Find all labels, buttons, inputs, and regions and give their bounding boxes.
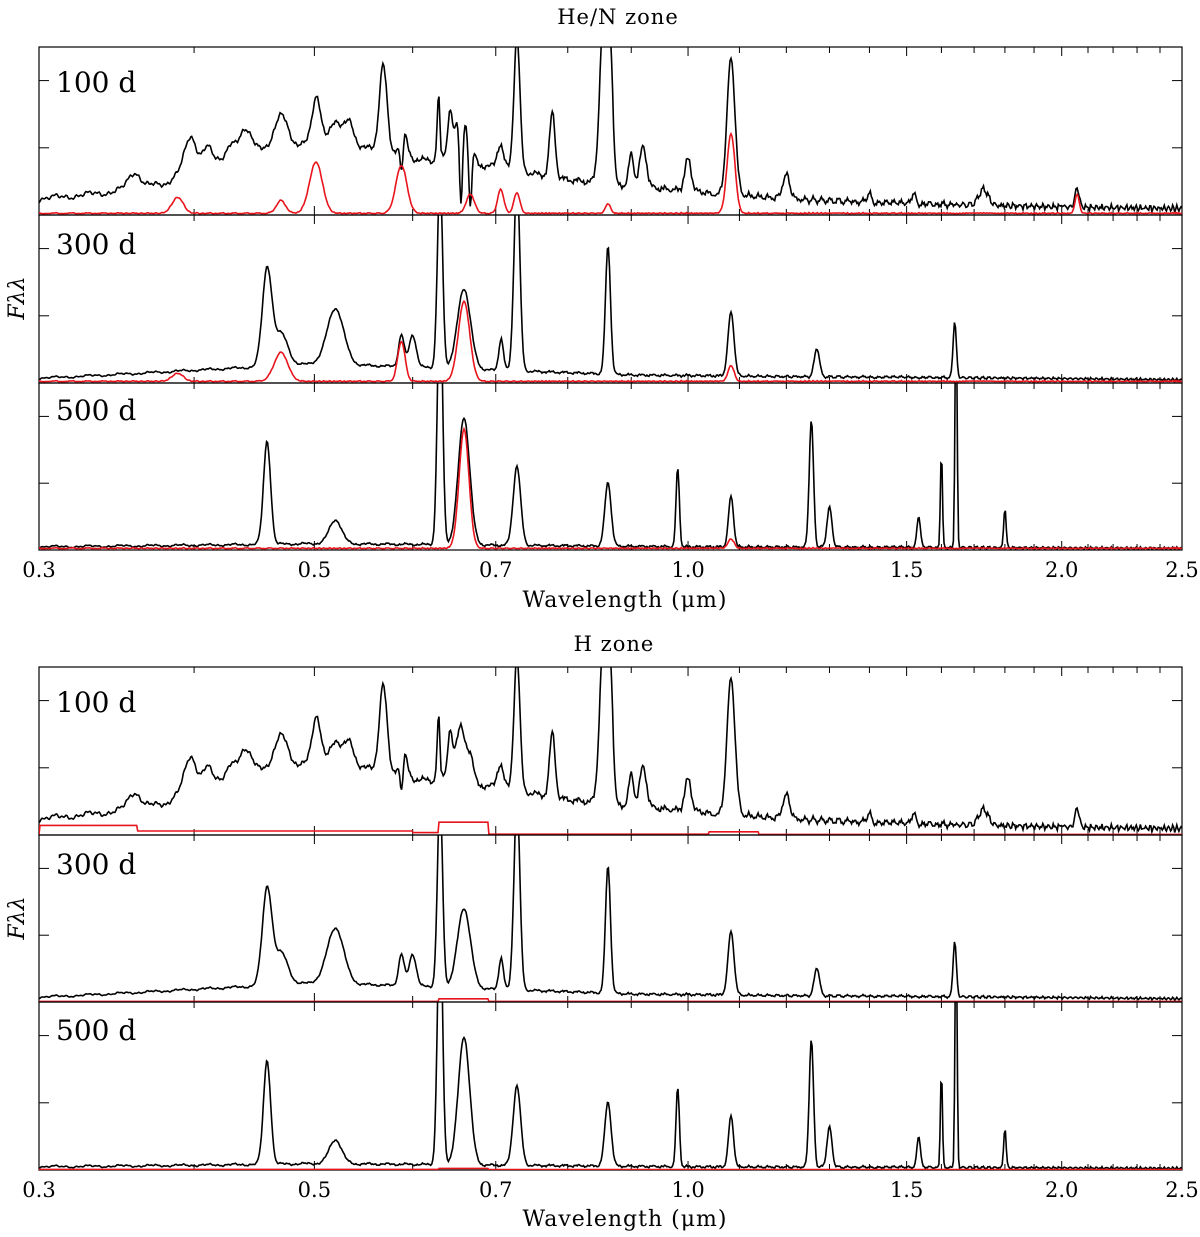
panel-label: 100 d (56, 66, 136, 99)
x-tick-label: 2.5 (1165, 558, 1198, 582)
x-axis-label: Wavelength (μm) (523, 1207, 728, 1232)
panel-h-500d: 500 d (38, 1001, 1183, 1171)
panel-label: 100 d (56, 686, 136, 719)
x-axis-label: Wavelength (μm) (523, 588, 728, 613)
x-tick-label: 1.5 (890, 558, 923, 582)
series-total-spectrum (39, 667, 1182, 835)
series-zone-contribution (39, 1167, 1182, 1170)
panel-label: 500 d (56, 394, 136, 427)
panel-label: 300 d (56, 848, 136, 881)
chart-he-n-zone: He/N zone Fλλ Wavelength (μm) 100 d 300 … (5, 5, 1199, 613)
chart-title: H zone (574, 632, 655, 656)
x-tick-label: 0.3 (22, 1178, 55, 1202)
chart-h-zone: H zone Fλλ Wavelength (μm) 100 d 300 d 5… (5, 632, 1199, 1232)
panel-frame (38, 46, 1183, 216)
y-axis-label: Fλλ (5, 276, 30, 320)
x-tick-label: 2.0 (1045, 1178, 1078, 1202)
series-total-spectrum (39, 215, 1182, 383)
series-zone-contribution (39, 426, 1182, 550)
x-tick-label: 1.0 (671, 558, 704, 582)
panel-frame (38, 1001, 1183, 1171)
panel-h-100d: 100 d (38, 666, 1183, 836)
panel-frame (38, 382, 1183, 551)
chart-title: He/N zone (557, 5, 679, 29)
x-tick-label: 0.5 (298, 1178, 331, 1202)
series-total-spectrum (39, 835, 1182, 1002)
x-tick-label: 0.7 (479, 558, 512, 582)
panel-label: 300 d (56, 228, 136, 261)
x-tick-label: 1.0 (671, 1178, 704, 1202)
x-tick-label: 0.5 (298, 558, 331, 582)
series-zone-contribution (39, 299, 1182, 383)
panel-he-300d: 300 d (38, 214, 1183, 384)
series-zone-contribution (39, 131, 1182, 215)
x-tick-label: 2.5 (1165, 1178, 1198, 1202)
y-axis-label: Fλλ (5, 896, 30, 940)
x-tick-label: 1.5 (890, 1178, 923, 1202)
panel-he-100d: 100 d (38, 46, 1183, 216)
x-tick-label: 0.7 (479, 1178, 512, 1202)
panel-frame (38, 666, 1183, 836)
panel-he-500d: 500 d (38, 382, 1183, 551)
series-total-spectrum (39, 383, 1182, 550)
panel-h-300d: 300 d (38, 834, 1183, 1003)
x-tick-label: 2.0 (1045, 558, 1078, 582)
panel-label: 500 d (56, 1014, 136, 1047)
series-total-spectrum (39, 47, 1182, 215)
series-zone-contribution (39, 998, 1182, 1002)
series-total-spectrum (39, 1002, 1182, 1170)
x-tick-label: 0.3 (22, 558, 55, 582)
